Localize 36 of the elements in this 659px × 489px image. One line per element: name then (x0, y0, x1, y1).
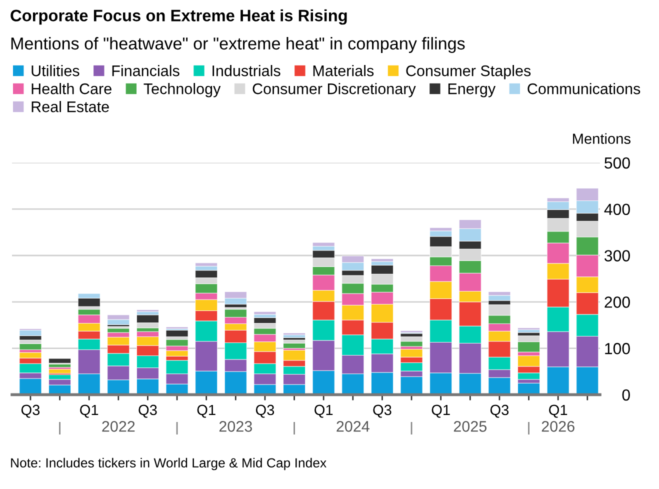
text: Note: Includes tickers in World Large & Mid Cap Index (11, 458, 326, 470)
chart-title: Corporate Focus on Extreme Heat is Rising (10, 9, 347, 25)
legend-label: Communications (528, 83, 640, 94)
text: 2024 (336, 421, 370, 432)
legend-label: Industrials (212, 65, 280, 76)
x-tick-label: Q3 (490, 404, 509, 418)
x-tick-label: Q3 (138, 404, 157, 418)
y-axis-title: Mentions (573, 133, 630, 144)
y-tick-label: 200 (604, 296, 630, 308)
text: 2026 (542, 421, 574, 432)
legend-label: Consumer Staples (406, 65, 531, 80)
chart-subtitle: Mentions of "heatwave" or "extreme heat" in company filings (11, 37, 465, 53)
x-tick-label: Q1 (80, 404, 98, 418)
y-tick-label: 100 (605, 342, 630, 354)
legend-label: Energy (448, 84, 496, 98)
legend-label: Technology (144, 83, 221, 98)
x-tick-label: Q3 (256, 404, 274, 418)
x-tick-label: Q3 (373, 404, 392, 418)
x-tick-label: Q1 (432, 404, 450, 418)
y-tick-label: 400 (604, 204, 630, 216)
y-tick-label: 500 (604, 157, 630, 169)
legend-label: Consumer Discretionary (252, 83, 416, 98)
y-tick-label: 300 (604, 250, 630, 262)
legend-label: Utilities (32, 65, 80, 76)
legend-label: Materials (313, 65, 374, 76)
x-tick-label: Q1 (197, 404, 216, 418)
x-tick-label: Q1 (314, 404, 333, 418)
legend-label: Financials (112, 65, 180, 76)
y-tick-label: 0 (622, 389, 630, 401)
legend-label: Real Estate (32, 101, 109, 112)
x-tick-label: Q3 (21, 404, 40, 418)
x-tick-label: Q1 (549, 404, 568, 418)
text: 2022 (102, 421, 135, 432)
text: 2023 (219, 421, 252, 432)
legend-label: Health Care (32, 83, 112, 94)
text: 2025 (454, 421, 486, 432)
